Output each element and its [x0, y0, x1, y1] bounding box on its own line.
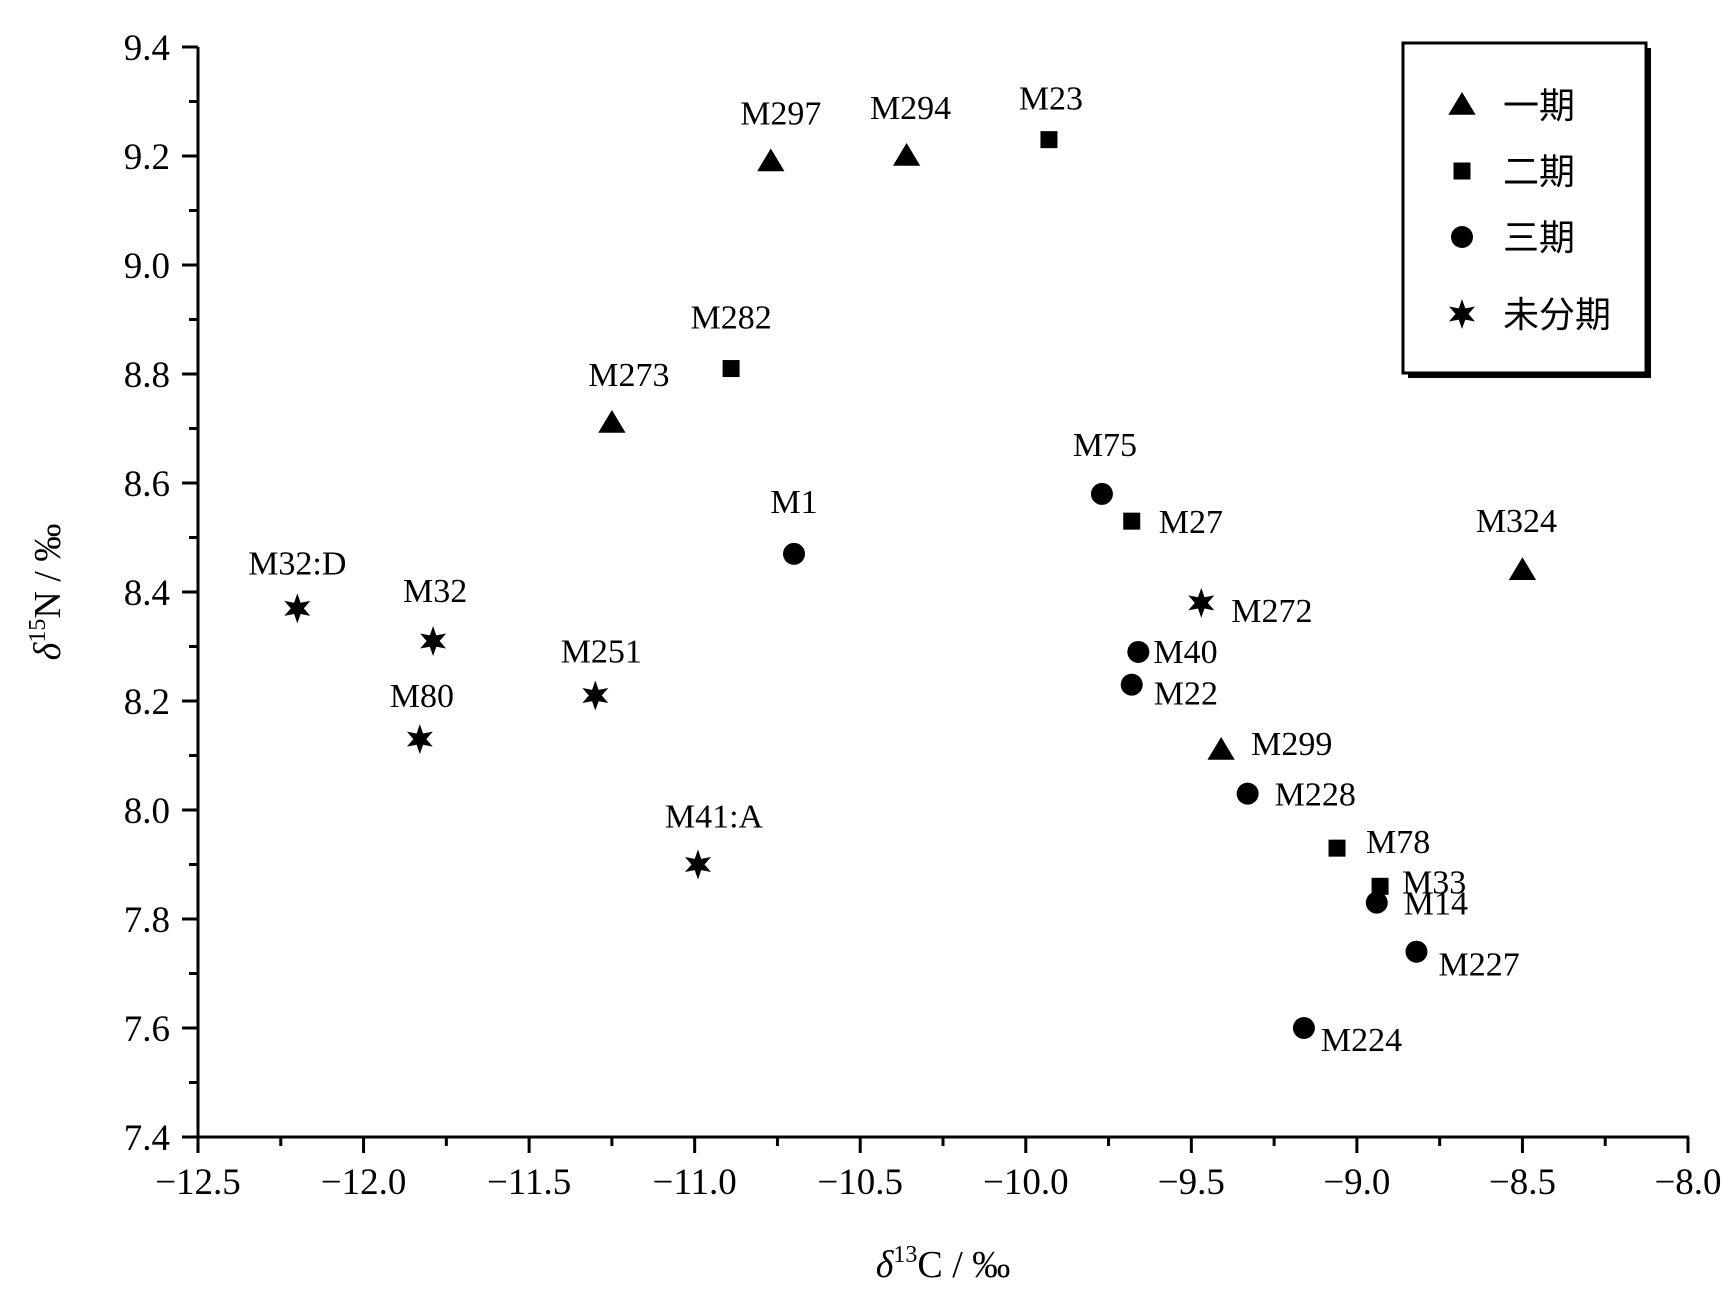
y-tick-label: 8.6 — [124, 464, 170, 505]
point-label: M297 — [740, 95, 821, 132]
x-axis-title-delta: δ — [876, 1244, 895, 1286]
point-label: M41:A — [665, 799, 764, 836]
data-point-m228 — [1236, 782, 1259, 805]
data-point-m224 — [1292, 1017, 1315, 1039]
legend-item: 三期 — [1451, 218, 1575, 259]
y-axis-title-rest: N / ‰ — [27, 524, 69, 619]
y-axis-title-sup: 15 — [25, 619, 51, 643]
y-tick-label: 8.8 — [124, 355, 170, 396]
x-tick-label: −11.0 — [653, 1162, 737, 1203]
x-tick-label: −12.0 — [321, 1162, 407, 1203]
legend-label: 一期 — [1503, 86, 1575, 127]
y-axis-title-delta: δ — [27, 641, 69, 660]
point-label: M32:D — [248, 545, 346, 582]
point-label: M273 — [588, 357, 669, 394]
x-axis-title: δ13C / ‰ — [876, 1242, 1011, 1286]
data-point-m32 — [420, 626, 447, 656]
legend-marker-star — [1449, 299, 1475, 329]
y-tick-label: 9.4 — [124, 28, 170, 69]
x-tick-label: −8.0 — [1654, 1162, 1721, 1203]
x-tick-label: −12.5 — [155, 1162, 241, 1203]
data-point-m1 — [783, 542, 805, 565]
legend-item: 二期 — [1453, 152, 1575, 193]
legend-label: 三期 — [1503, 218, 1575, 259]
point-label: M78 — [1366, 824, 1430, 861]
point-label: M324 — [1476, 503, 1557, 540]
legend-item: 一期 — [1448, 86, 1575, 127]
point-label: M40 — [1153, 634, 1217, 671]
data-point-m80 — [406, 724, 433, 755]
x-tick-label: −9.0 — [1323, 1162, 1390, 1203]
x-axis-title-sup: 13 — [893, 1242, 917, 1268]
point-label: M27 — [1159, 504, 1223, 541]
data-point-m273 — [598, 410, 626, 433]
point-label: M32 — [403, 573, 467, 610]
y-tick-label: 8.2 — [124, 682, 170, 723]
x-tick-label: −11.5 — [487, 1162, 571, 1203]
y-tick-label: 9.0 — [124, 246, 170, 287]
point-label: M22 — [1154, 676, 1218, 713]
point-label: M224 — [1321, 1022, 1402, 1059]
point-label: M227 — [1438, 947, 1519, 984]
y-tick-label: 8.4 — [124, 573, 170, 614]
data-point-m22 — [1120, 673, 1143, 696]
data-point-m297 — [757, 148, 785, 172]
y-tick-label: 7.8 — [124, 900, 170, 941]
data-point-m32-d — [284, 593, 311, 624]
data-point-m299 — [1207, 737, 1235, 760]
data-point-m294 — [892, 143, 921, 166]
x-tick-label: −10.0 — [983, 1162, 1069, 1203]
data-point-m78 — [1328, 839, 1346, 857]
x-axis-title-rest: C / ‰ — [917, 1244, 1010, 1286]
data-point-m40 — [1127, 640, 1150, 663]
point-label: M282 — [690, 300, 771, 337]
data-point-m272 — [1188, 587, 1215, 618]
data-point-m27 — [1123, 512, 1141, 530]
legend-label: 未分期 — [1503, 295, 1611, 336]
legend-label: 二期 — [1503, 152, 1575, 193]
point-label: M251 — [561, 634, 642, 671]
point-label: M75 — [1073, 427, 1137, 464]
point-label: M14 — [1404, 886, 1468, 923]
point-label: M299 — [1251, 726, 1332, 763]
data-point-m227 — [1405, 940, 1428, 963]
data-point-m251 — [582, 680, 609, 711]
point-label: M80 — [390, 678, 454, 715]
data-point-m41-a — [685, 849, 711, 880]
point-label: M272 — [1231, 593, 1312, 630]
legend-item: 未分期 — [1449, 295, 1611, 336]
data-point-m324 — [1508, 557, 1537, 580]
data-points — [284, 131, 1537, 1039]
y-tick-label: 8.0 — [124, 791, 170, 832]
point-label: M33 — [1402, 864, 1466, 901]
y-tick-label: 9.2 — [124, 137, 170, 178]
point-label: M1 — [770, 484, 817, 521]
point-label: M294 — [870, 90, 951, 127]
data-point-m23 — [1040, 131, 1058, 149]
y-tick-label: 7.6 — [124, 1009, 170, 1050]
data-point-m14 — [1365, 891, 1388, 914]
data-point-m75 — [1090, 482, 1113, 505]
legend-marker-triangle — [1448, 92, 1476, 115]
x-tick-label: −8.5 — [1489, 1162, 1556, 1203]
data-point-m282 — [722, 360, 740, 378]
y-axis-title: δ15N / ‰ — [25, 524, 69, 661]
point-label: M228 — [1275, 777, 1356, 814]
legend-marker-circle — [1451, 226, 1473, 248]
data-point-m33 — [1371, 877, 1389, 895]
x-tick-label: −9.5 — [1158, 1162, 1225, 1203]
y-tick-label: 7.4 — [124, 1118, 170, 1159]
point-label: M23 — [1019, 81, 1083, 118]
x-tick-label: −10.5 — [817, 1162, 903, 1203]
legend-box — [1401, 41, 1648, 375]
legend-marker-square — [1453, 162, 1471, 180]
ticks: −12.5 −12.0 −11.5 −11.0 −10.5 −10.0 −9.5 −9.0 −8… — [124, 28, 1722, 1203]
